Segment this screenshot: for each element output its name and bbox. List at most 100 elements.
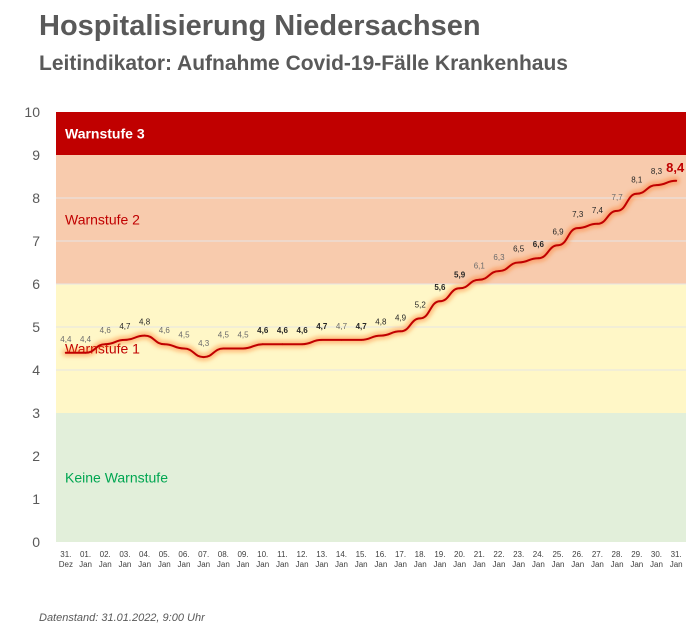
x-tick-label-day: 24.: [533, 550, 544, 559]
data-labels: 4,4 4,4 4,6 4,7 4,8 4,6 4,5 4,3 4,5 4,5 4,6 4,6 4,6 4…: [60, 160, 685, 348]
x-tick-label-month: Jan: [335, 560, 348, 569]
x-tick-label-month: Jan: [650, 560, 663, 569]
data-point: [439, 300, 441, 303]
x-tick-label-day: 19.: [434, 550, 445, 559]
data-label: 4,7: [356, 322, 368, 331]
x-tick-label-month: Jan: [197, 560, 210, 569]
y-tick-label: 10: [24, 104, 40, 120]
x-tick-label-day: 26.: [572, 550, 583, 559]
x-tick-label-month: Jan: [138, 560, 151, 569]
band-label-warnstufe-2: Warnstufe 2: [65, 212, 140, 228]
data-label: 5,9: [454, 270, 466, 279]
x-tick-label-day: 11.: [277, 550, 288, 559]
data-label: 8,3: [651, 167, 663, 176]
data-label: 8,1: [631, 176, 643, 185]
x-tick-label-day: 13.: [316, 550, 327, 559]
data-label: 6,1: [474, 262, 486, 271]
x-tick-label-month: Jan: [276, 560, 289, 569]
x-tick-label-month: Jan: [256, 560, 269, 569]
data-label: 7,3: [572, 210, 584, 219]
x-tick-label-month: Jan: [670, 560, 683, 569]
x-tick-label-day: 20.: [454, 550, 465, 559]
data-point: [222, 347, 225, 350]
x-tick-label-day: 14.: [336, 550, 347, 559]
data-point: [596, 222, 599, 225]
x-tick-label-day: 29.: [631, 550, 642, 559]
x-tick-label-day: 12.: [297, 550, 308, 559]
y-tick-label: 8: [32, 190, 40, 206]
data-label: 7,4: [592, 206, 604, 215]
x-tick-label-month: Jan: [611, 560, 624, 569]
y-tick-label: 1: [32, 491, 40, 507]
data-point: [183, 347, 185, 350]
series-line: [64, 179, 678, 359]
y-axis: 0 1 2 3 4 5 6 7 8 9 10: [24, 104, 40, 550]
data-label: 4,4: [60, 335, 72, 344]
data-label: 4,6: [277, 326, 289, 335]
x-tick-label-day: 17.: [395, 550, 406, 559]
data-point: [458, 287, 461, 290]
x-tick-label-day: 06.: [178, 550, 189, 559]
data-point: [498, 270, 500, 272]
series-line: [62, 177, 680, 361]
data-point: [576, 227, 579, 230]
data-point: [64, 351, 67, 354]
x-tick-label-day: 16.: [375, 550, 386, 559]
data-point: [84, 351, 87, 354]
data-point: [478, 278, 481, 281]
x-tick-label-day: 02.: [100, 550, 111, 559]
data-label: 7,7: [612, 193, 624, 202]
y-tick-label: 9: [32, 147, 40, 163]
band-warnstufe-1: [56, 284, 686, 413]
x-tick-label-month: Jan: [118, 560, 131, 569]
data-point: [320, 339, 323, 341]
data-label: 5,6: [434, 283, 446, 292]
data-point: [675, 179, 678, 182]
x-tick-label-month: Jan: [630, 560, 643, 569]
y-tick-label: 6: [32, 276, 40, 292]
x-tick-label-day: 03.: [119, 550, 130, 559]
x-tick-label-day: 27.: [592, 550, 603, 559]
data-point: [281, 343, 284, 346]
x-tick-label-day: 04.: [139, 550, 150, 559]
data-label: 4,3: [198, 339, 210, 348]
data-point: [301, 343, 303, 346]
x-tick-label-month: Jan: [79, 560, 92, 569]
data-label: 4,5: [218, 331, 230, 340]
data-label: 4,5: [237, 331, 249, 340]
x-tick-label-month: Jan: [591, 560, 604, 569]
data-label: 4,5: [178, 331, 190, 340]
data-point: [655, 184, 658, 187]
x-tick-label-month: Jan: [512, 560, 525, 569]
x-tick-label-day: 18.: [415, 550, 426, 559]
y-tick-label: 3: [32, 405, 40, 421]
band-label-keine-warnstufe: Keine Warnstufe: [65, 470, 168, 486]
data-label: 4,8: [139, 318, 151, 327]
data-point: [340, 339, 343, 341]
x-tick-label-month: Jan: [394, 560, 407, 569]
data-label: 4,4: [80, 335, 92, 344]
data-label: 8,4: [666, 160, 685, 175]
data-point: [163, 343, 166, 346]
x-tick-label-day: 23.: [513, 550, 524, 559]
band-warnstufe-3: [56, 112, 686, 155]
data-label: 6,5: [513, 245, 525, 254]
data-point: [557, 244, 559, 247]
x-tick-label-month: Jan: [532, 560, 545, 569]
data-label: 4,9: [395, 313, 407, 322]
data-label: 4,6: [297, 326, 309, 335]
data-label: 5,2: [415, 300, 427, 309]
data-point: [419, 317, 422, 320]
x-tick-label-month: Jan: [296, 560, 309, 569]
data-point: [360, 339, 363, 341]
y-tick-label: 5: [32, 319, 40, 335]
data-label: 6,6: [533, 240, 545, 249]
y-tick-label: 4: [32, 362, 40, 378]
data-point: [124, 339, 126, 341]
data-label: 6,3: [493, 253, 505, 262]
x-tick-label-month: Jan: [355, 560, 368, 569]
data-point: [104, 343, 107, 346]
x-tick-label-month: Dez: [59, 560, 73, 569]
data-timestamp: Datenstand: 31.01.2022, 9:00 Uhr: [39, 612, 205, 624]
data-point: [261, 343, 264, 346]
